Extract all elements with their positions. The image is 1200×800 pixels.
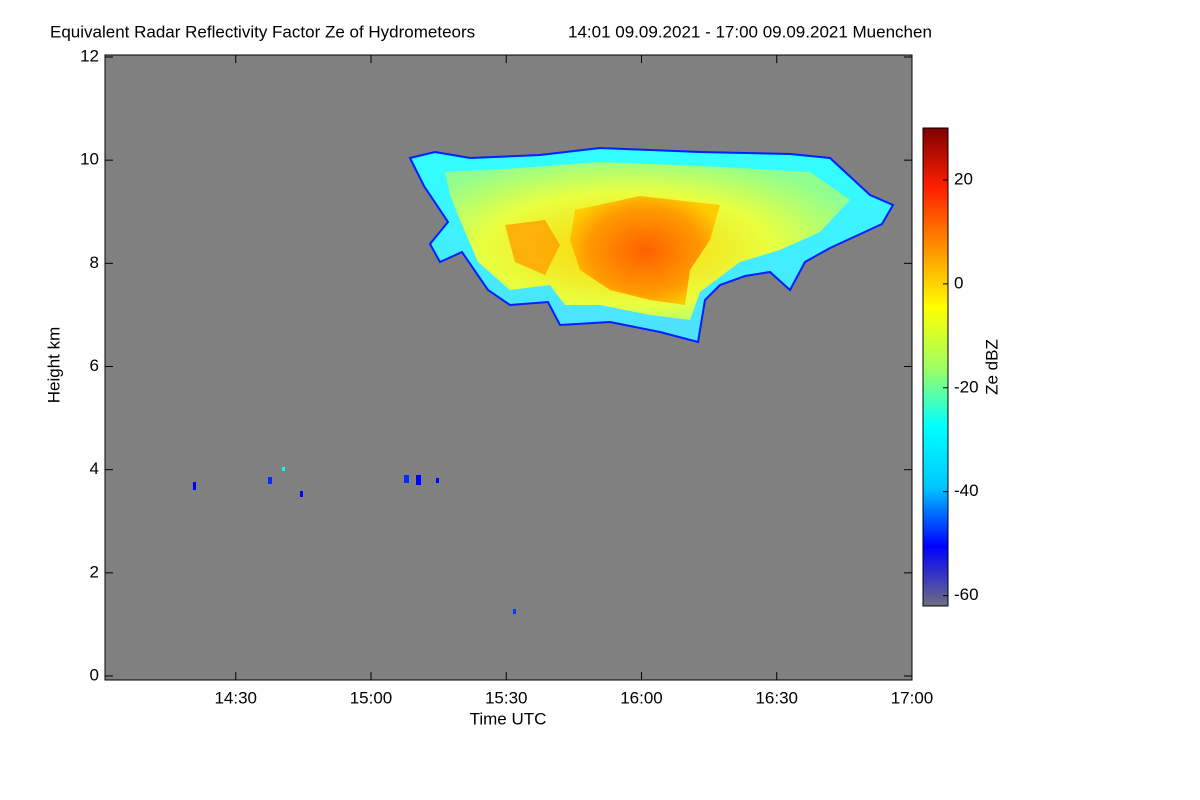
y-tick-label: 6 <box>90 356 99 375</box>
colorbar-tick-label: -20 <box>954 377 979 396</box>
x-tick-label: 16:30 <box>755 688 798 707</box>
colorbar <box>922 127 949 607</box>
x-tick-label: 14:30 <box>214 688 257 707</box>
chart-title: Equivalent Radar Reflectivity Factor Ze … <box>50 22 475 41</box>
y-tick-label: 4 <box>90 459 99 478</box>
x-tick-label: 15:00 <box>350 688 393 707</box>
colorbar-label: Ze dBZ <box>982 339 1001 395</box>
x-axis-label: Time UTC <box>470 709 547 728</box>
x-tick-label: 15:30 <box>485 688 528 707</box>
y-tick-label: 10 <box>80 150 99 169</box>
chart-subtitle: 14:01 09.09.2021 - 17:00 09.09.2021 Muen… <box>568 22 932 41</box>
colorbar-tick-label: -40 <box>954 481 979 500</box>
colorbar-tick-label: 0 <box>954 273 963 292</box>
plot-background <box>104 54 913 681</box>
y-tick-label: 0 <box>90 665 99 684</box>
colorbar-tick-label: -60 <box>954 585 979 604</box>
y-tick-label: 12 <box>80 46 99 65</box>
y-tick-label: 2 <box>90 562 99 581</box>
y-axis-label: Height km <box>44 327 63 404</box>
x-tick-label: 17:00 <box>891 688 934 707</box>
y-tick-label: 8 <box>90 253 99 272</box>
x-tick-label: 16:00 <box>620 688 663 707</box>
colorbar-tick-label: 20 <box>954 169 973 188</box>
radar-echo <box>193 146 895 614</box>
